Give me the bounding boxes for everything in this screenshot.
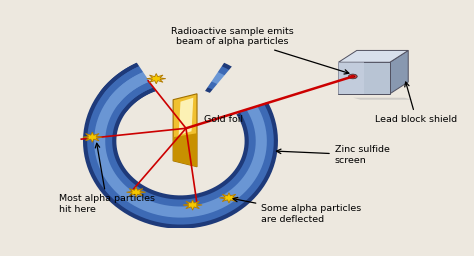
Text: Gold foil: Gold foil [204,115,243,124]
Text: Radioactive sample emits
beam of alpha particles: Radioactive sample emits beam of alpha p… [171,27,349,74]
Polygon shape [173,94,197,167]
Circle shape [348,74,357,79]
Polygon shape [338,62,390,94]
Polygon shape [83,132,102,142]
Circle shape [351,75,355,78]
Polygon shape [146,73,166,84]
Polygon shape [219,193,238,203]
Polygon shape [353,98,412,100]
Text: Some alpha particles
are deflected: Some alpha particles are deflected [233,197,362,224]
Text: Most alpha particles
hit here: Most alpha particles hit here [59,143,155,214]
Polygon shape [208,64,274,116]
Polygon shape [173,133,197,167]
Polygon shape [179,98,193,135]
Text: Zinc sulfide
screen: Zinc sulfide screen [276,145,390,165]
Polygon shape [338,62,364,94]
Polygon shape [183,200,202,210]
Polygon shape [136,52,226,93]
Polygon shape [338,50,408,62]
Polygon shape [390,50,408,94]
Text: Lead block shield: Lead block shield [375,82,457,124]
Polygon shape [127,187,146,197]
